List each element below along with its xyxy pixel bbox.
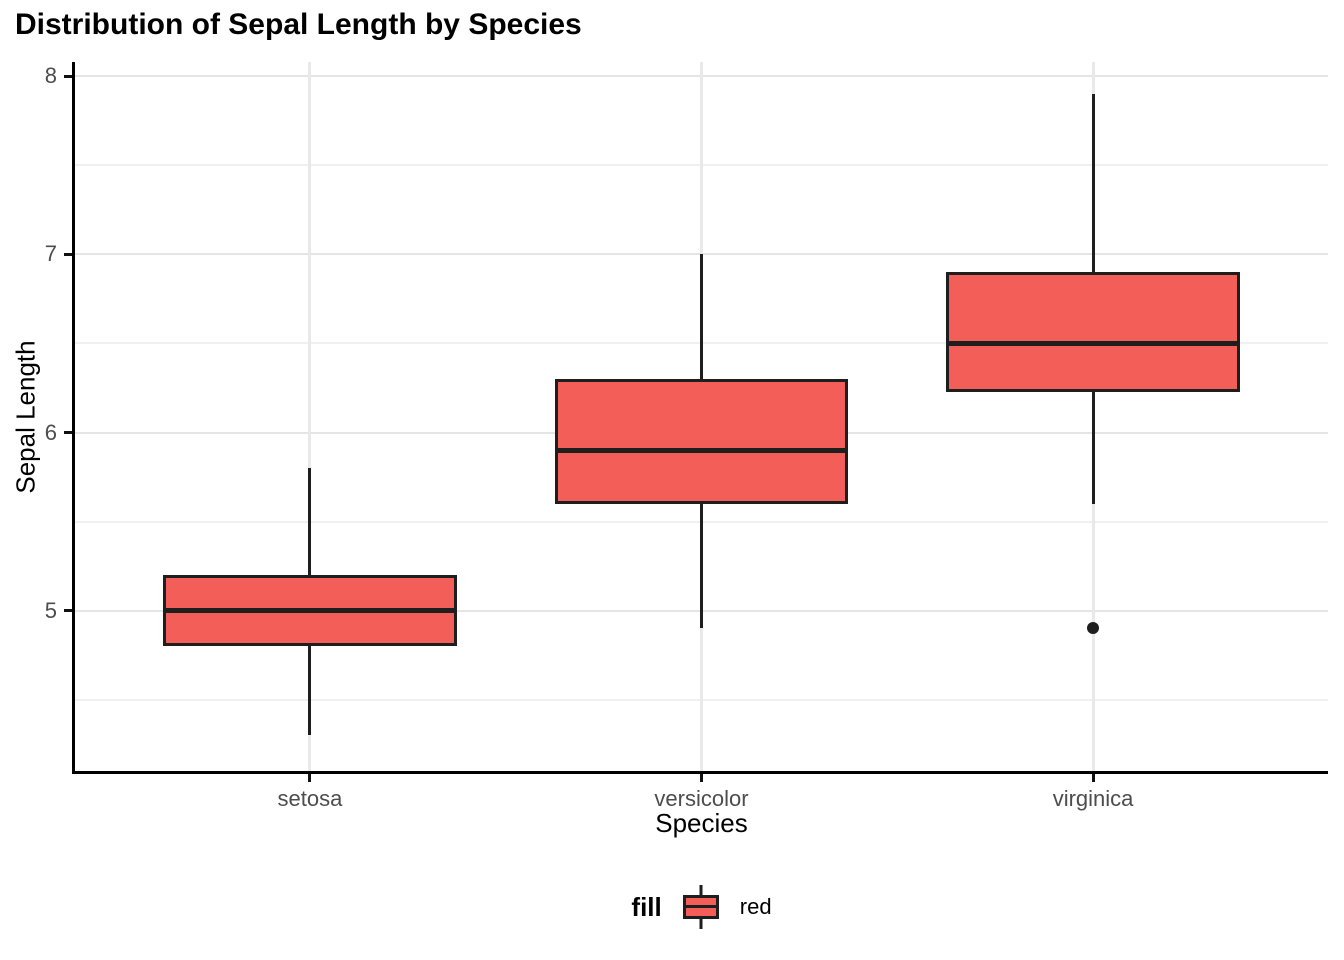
y-tick <box>64 609 72 613</box>
x-tick <box>700 774 703 782</box>
legend-item-label: red <box>739 894 772 919</box>
median-line-versicolor <box>554 447 849 453</box>
outlier-point-virginica <box>1087 622 1100 635</box>
y-tick-label: 5 <box>44 597 57 623</box>
y-axis-line <box>72 62 75 774</box>
legend-key-boxplot <box>682 885 720 929</box>
median-line-setosa <box>163 608 457 614</box>
x-axis-title: Species <box>655 808 748 838</box>
median-line-virginica <box>946 340 1240 346</box>
chart-title: Distribution of Sepal Length by Species <box>15 8 582 41</box>
legend-key-median <box>682 905 719 908</box>
whisker-lower-setosa <box>308 646 312 736</box>
whisker-upper-versicolor <box>700 254 703 380</box>
x-tick <box>1091 774 1095 782</box>
x-gridline <box>308 62 312 771</box>
y-tick <box>64 431 72 435</box>
y-tick-label: 8 <box>44 63 57 89</box>
x-tick <box>308 774 312 782</box>
x-tick-label: setosa <box>277 786 343 811</box>
whisker-lower-versicolor <box>700 503 703 629</box>
box-virginica <box>946 272 1240 393</box>
legend: fill red <box>75 885 1328 929</box>
x-axis-line <box>72 771 1328 774</box>
box-versicolor <box>554 379 849 504</box>
whisker-upper-virginica <box>1091 94 1095 273</box>
legend-title: fill <box>631 891 662 922</box>
y-tick <box>64 74 72 78</box>
y-axis-title: Sepal Length <box>10 340 41 494</box>
whisker-lower-virginica <box>1091 392 1095 504</box>
x-tick-label: virginica <box>1052 786 1134 811</box>
x-tick-label: versicolor <box>654 786 749 811</box>
y-tick <box>64 252 72 256</box>
y-tick-label: 6 <box>44 419 57 445</box>
whisker-upper-setosa <box>308 468 312 576</box>
y-tick-label: 7 <box>44 241 57 267</box>
